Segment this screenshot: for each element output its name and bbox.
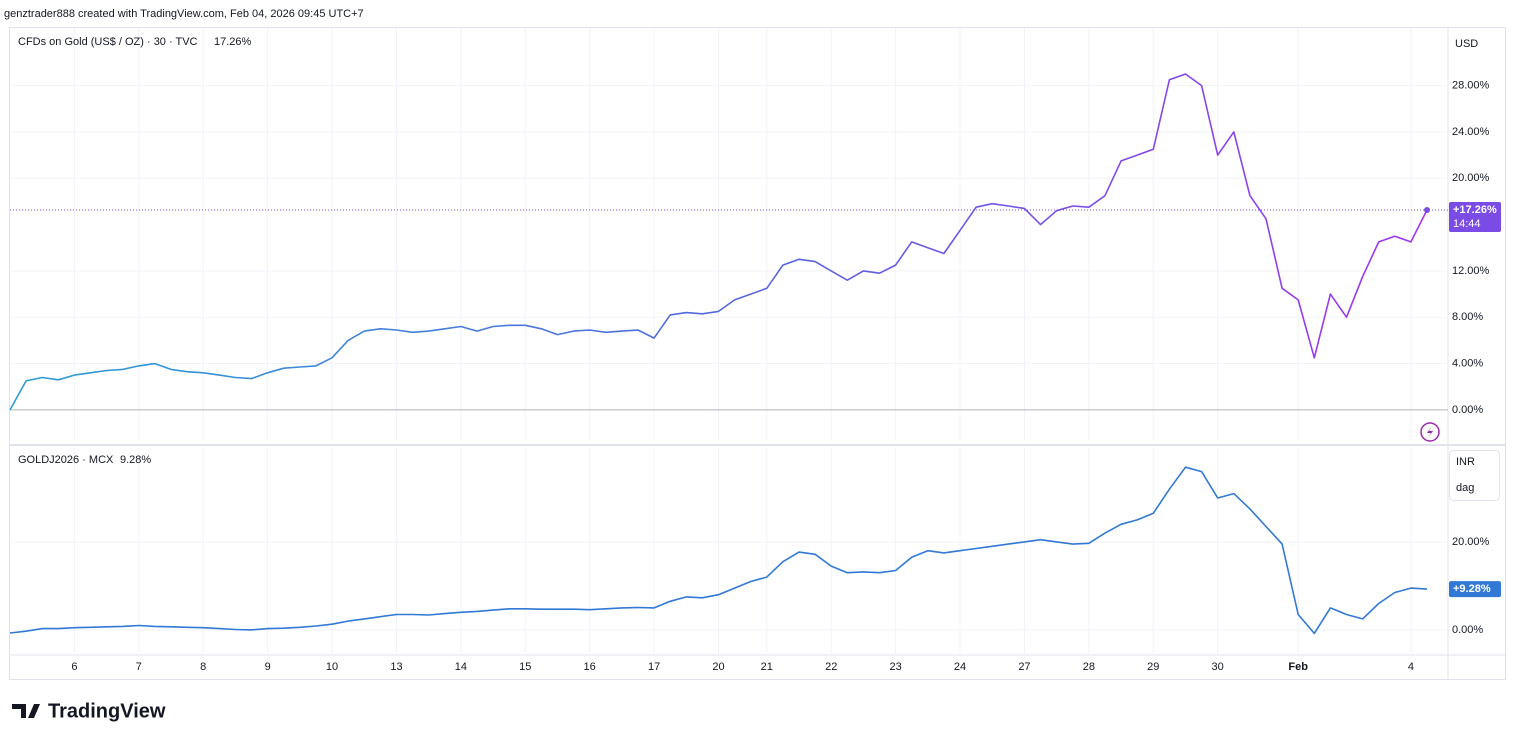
last-price-label: +9.28% xyxy=(1453,583,1491,595)
x-tick-label: 4 xyxy=(1408,661,1414,673)
x-tick-label: 9 xyxy=(265,661,271,673)
y-tick-label: 24.00% xyxy=(1452,126,1490,138)
x-tick-label: 22 xyxy=(825,661,837,673)
y-tick-label: 12.00% xyxy=(1452,265,1490,277)
tradingview-logo: TradingView xyxy=(12,700,166,722)
y-tick-label: 4.00% xyxy=(1452,357,1483,369)
x-tick-label: 16 xyxy=(584,661,596,673)
unit: dag xyxy=(1456,482,1474,494)
x-tick-label: 8 xyxy=(200,661,206,673)
x-tick-label: 15 xyxy=(519,661,531,673)
x-tick-label: 13 xyxy=(390,661,402,673)
last-price-badge xyxy=(1449,581,1501,598)
header: genztrader888 created with TradingView.c… xyxy=(4,8,364,20)
footer: TradingView xyxy=(48,700,166,722)
line xyxy=(9,466,1428,635)
last-price-time: 14:44 xyxy=(1453,218,1481,230)
y-tick-label: 20.00% xyxy=(1452,536,1490,548)
x-tick-label: 21 xyxy=(761,661,773,673)
x-tick-label: 6 xyxy=(71,661,77,673)
logo-mark xyxy=(12,704,40,718)
x-tick-label: 7 xyxy=(136,661,142,673)
x-tick-label: 29 xyxy=(1147,661,1159,673)
last-price-badge xyxy=(1449,201,1501,232)
frame xyxy=(9,27,1506,680)
legend-label: CFDs on Gold (US$ / OZ) · 30 · TVC xyxy=(18,36,198,48)
y-tick-label: 20.00% xyxy=(1452,172,1490,184)
y-tick-label: 0.00% xyxy=(1452,404,1483,416)
alert-icon-bolt xyxy=(1427,426,1433,438)
last-point xyxy=(1424,206,1430,213)
x-tick-label: 30 xyxy=(1212,661,1224,673)
x-tick-label: 23 xyxy=(890,661,902,673)
x-tick-label: 20 xyxy=(712,661,724,673)
legend-value: 9.28% xyxy=(120,454,151,466)
x-tick-label: 17 xyxy=(648,661,660,673)
grid xyxy=(10,28,1448,655)
last-price-label: +17.26% xyxy=(1453,204,1497,216)
legend-label: GOLDJ2026 · MCX xyxy=(18,454,114,466)
line xyxy=(9,73,1428,411)
x-tick-label: 28 xyxy=(1083,661,1095,673)
x-tick-label: 10 xyxy=(326,661,338,673)
y-tick-label: 28.00% xyxy=(1452,79,1490,91)
currency: INR xyxy=(1456,456,1475,468)
currency-box[interactable] xyxy=(1449,450,1500,501)
x-tick-label: 27 xyxy=(1018,661,1030,673)
x-tick-label: Feb xyxy=(1288,661,1308,673)
y-tick-label: 8.00% xyxy=(1452,311,1483,323)
currency: USD xyxy=(1455,38,1478,50)
x-tick-label: 14 xyxy=(455,661,467,673)
y-tick-label: 0.00% xyxy=(1452,624,1483,636)
legend-value: 17.26% xyxy=(214,36,252,48)
alert-icon[interactable] xyxy=(1420,422,1440,442)
x-tick-label: 24 xyxy=(954,661,966,673)
